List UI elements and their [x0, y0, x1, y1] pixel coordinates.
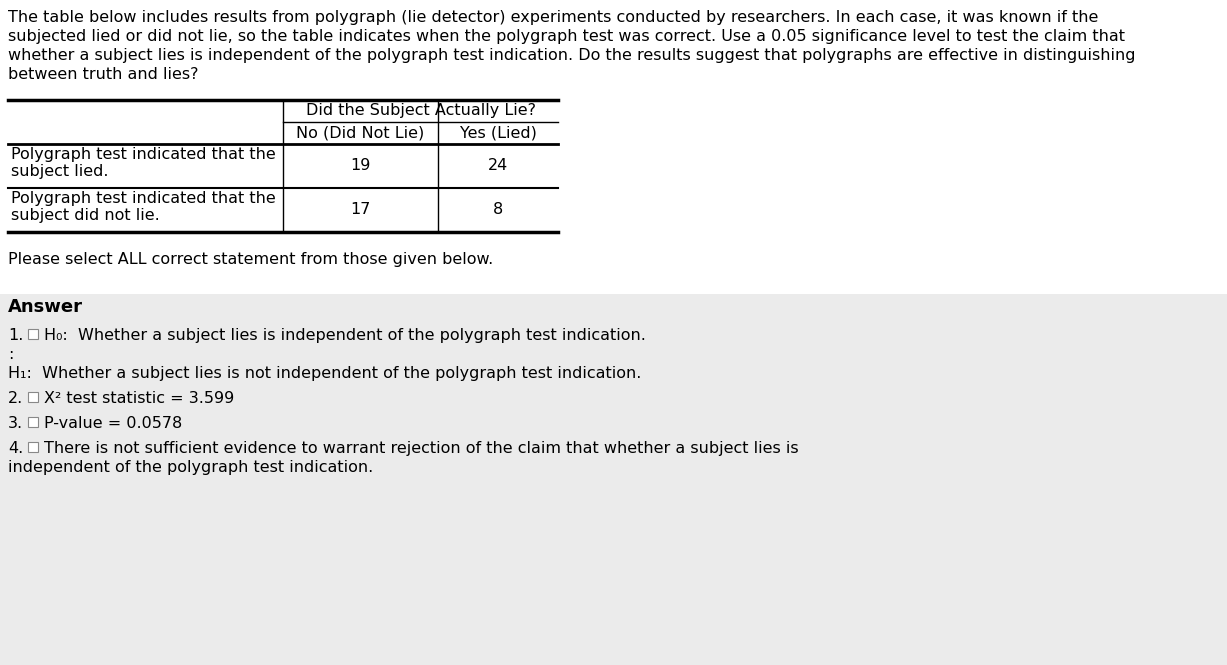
FancyBboxPatch shape [28, 329, 38, 339]
Text: 1.: 1. [9, 328, 23, 343]
Text: 24: 24 [488, 158, 508, 174]
Text: Please select ALL correct statement from those given below.: Please select ALL correct statement from… [9, 252, 493, 267]
Text: 4.: 4. [9, 441, 23, 456]
Text: Answer: Answer [9, 298, 83, 316]
Text: whether a subject lies is independent of the polygraph test indication. Do the r: whether a subject lies is independent of… [9, 48, 1135, 63]
Text: 17: 17 [351, 203, 371, 217]
Text: X² test statistic = 3.599: X² test statistic = 3.599 [44, 391, 234, 406]
Text: 2.: 2. [9, 391, 23, 406]
Text: P-value = 0.0578: P-value = 0.0578 [44, 416, 183, 431]
FancyBboxPatch shape [28, 442, 38, 452]
Text: subject lied.: subject lied. [11, 164, 108, 179]
Text: :: : [9, 347, 13, 362]
Text: H₀:  Whether a subject lies is independent of the polygraph test indication.: H₀: Whether a subject lies is independen… [44, 328, 645, 343]
Text: Yes (Lied): Yes (Lied) [460, 125, 536, 140]
FancyBboxPatch shape [0, 294, 1227, 665]
Text: subjected lied or did not lie, so the table indicates when the polygraph test wa: subjected lied or did not lie, so the ta… [9, 29, 1125, 44]
Text: H₁:  Whether a subject lies is not independent of the polygraph test indication.: H₁: Whether a subject lies is not indepe… [9, 366, 642, 381]
Text: 3.: 3. [9, 416, 23, 431]
Text: Polygraph test indicated that the: Polygraph test indicated that the [11, 147, 276, 162]
Text: independent of the polygraph test indication.: independent of the polygraph test indica… [9, 460, 373, 475]
Text: There is not sufficient evidence to warrant rejection of the claim that whether : There is not sufficient evidence to warr… [44, 441, 799, 456]
Text: Did the Subject Actually Lie?: Did the Subject Actually Lie? [306, 103, 535, 118]
Text: subject did not lie.: subject did not lie. [11, 208, 160, 223]
Text: The table below includes results from polygraph (lie detector) experiments condu: The table below includes results from po… [9, 10, 1098, 25]
Text: between truth and lies?: between truth and lies? [9, 67, 199, 82]
FancyBboxPatch shape [28, 392, 38, 402]
Text: Polygraph test indicated that the: Polygraph test indicated that the [11, 191, 276, 206]
Text: 8: 8 [493, 203, 503, 217]
Text: 19: 19 [351, 158, 371, 174]
Text: No (Did Not Lie): No (Did Not Lie) [297, 125, 425, 140]
FancyBboxPatch shape [28, 417, 38, 427]
